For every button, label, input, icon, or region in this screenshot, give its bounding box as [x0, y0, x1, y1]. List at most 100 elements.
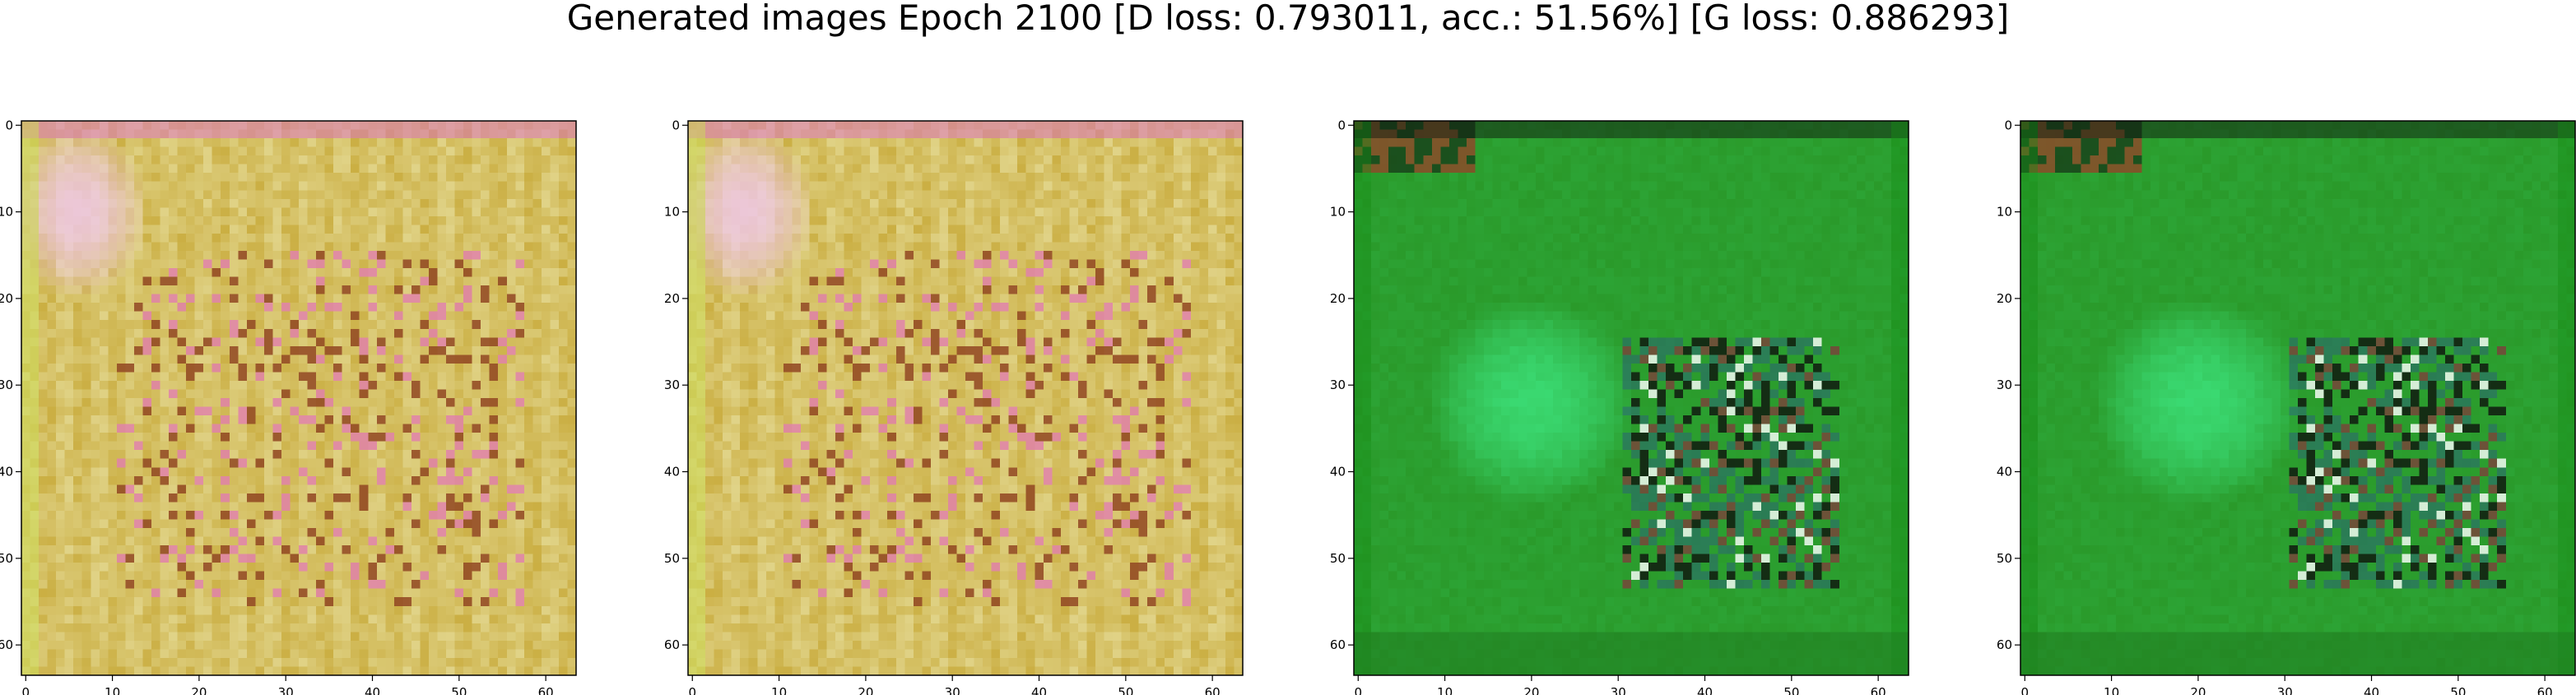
pixel — [385, 129, 395, 139]
pixel — [246, 311, 256, 321]
pixel — [385, 623, 395, 632]
pixel — [402, 433, 412, 442]
pixel — [748, 121, 758, 131]
pixel — [385, 276, 395, 286]
pixel — [523, 173, 533, 183]
pixel — [229, 527, 239, 537]
pixel — [446, 563, 456, 572]
pixel — [30, 433, 40, 442]
pixel — [437, 493, 447, 503]
pixel — [550, 372, 560, 382]
pixel — [870, 146, 880, 156]
pixel — [246, 242, 256, 252]
pixel — [299, 250, 309, 260]
pixel — [1147, 207, 1157, 217]
pixel — [550, 354, 560, 364]
pixel — [99, 632, 109, 642]
pixel — [567, 493, 577, 503]
pixel — [1035, 146, 1044, 156]
pixel — [870, 155, 880, 165]
pixel — [56, 588, 66, 598]
pixel — [263, 164, 273, 174]
y-tick-label: 20 — [0, 291, 13, 306]
pixel — [186, 588, 196, 598]
pixel — [437, 155, 447, 165]
pixel — [481, 433, 491, 442]
pixel — [567, 225, 577, 234]
pixel — [359, 666, 369, 676]
pixel — [316, 242, 326, 252]
pixel — [91, 372, 100, 382]
pixel — [428, 536, 438, 546]
pixel — [1008, 173, 1018, 183]
pixel — [446, 372, 456, 382]
pixel — [324, 623, 334, 632]
pixel — [1130, 138, 1140, 148]
pixel — [532, 198, 542, 208]
pixel — [133, 389, 143, 399]
pixel — [333, 545, 343, 555]
pixel — [489, 415, 499, 425]
pixel — [229, 649, 239, 659]
pixel — [238, 475, 248, 485]
pixel — [229, 545, 239, 555]
pixel — [498, 415, 508, 425]
pixel — [567, 285, 577, 295]
pixel — [437, 433, 447, 442]
pixel — [160, 129, 170, 139]
pixel — [39, 623, 49, 632]
pixel — [81, 433, 91, 442]
pixel — [376, 502, 386, 512]
pixel — [91, 597, 100, 607]
pixel — [506, 597, 516, 607]
pixel — [376, 563, 386, 572]
pixel — [385, 328, 395, 338]
pixel — [437, 597, 447, 607]
pixel — [792, 225, 802, 234]
pixel — [930, 190, 940, 200]
pixel — [826, 173, 836, 183]
pixel — [541, 311, 551, 321]
pixel — [246, 259, 256, 269]
pixel — [238, 632, 248, 642]
pixel — [290, 155, 300, 165]
pixel — [160, 597, 170, 607]
pixel — [1138, 225, 1148, 234]
pixel — [169, 345, 179, 355]
pixel — [541, 450, 551, 460]
pixel — [1190, 173, 1200, 183]
pixel — [255, 588, 265, 598]
pixel — [56, 527, 66, 537]
pixel — [229, 588, 239, 598]
pixel — [385, 640, 395, 650]
pixel — [351, 632, 360, 642]
pixel — [246, 380, 256, 390]
pixel — [740, 129, 750, 139]
pixel — [428, 389, 438, 399]
pixel — [194, 554, 204, 563]
pixel — [39, 580, 49, 590]
pixel — [913, 138, 923, 148]
pixel — [30, 337, 40, 347]
pixel — [731, 233, 741, 243]
pixel — [368, 623, 378, 632]
pixel — [47, 198, 57, 208]
pixel — [393, 389, 403, 399]
pixel — [47, 250, 57, 260]
pixel — [420, 493, 430, 503]
pixel — [688, 146, 698, 156]
pixel — [393, 450, 403, 460]
pixel — [73, 155, 83, 165]
pixel — [870, 190, 880, 200]
pixel — [238, 345, 248, 355]
pixel — [446, 614, 456, 624]
pixel — [151, 571, 160, 581]
pixel — [351, 173, 360, 183]
pixel — [30, 198, 40, 208]
pixel — [125, 345, 135, 355]
pixel — [281, 632, 291, 642]
pixel — [974, 198, 983, 208]
pixel — [116, 588, 126, 598]
pixel — [567, 406, 577, 416]
pixel — [498, 173, 508, 183]
